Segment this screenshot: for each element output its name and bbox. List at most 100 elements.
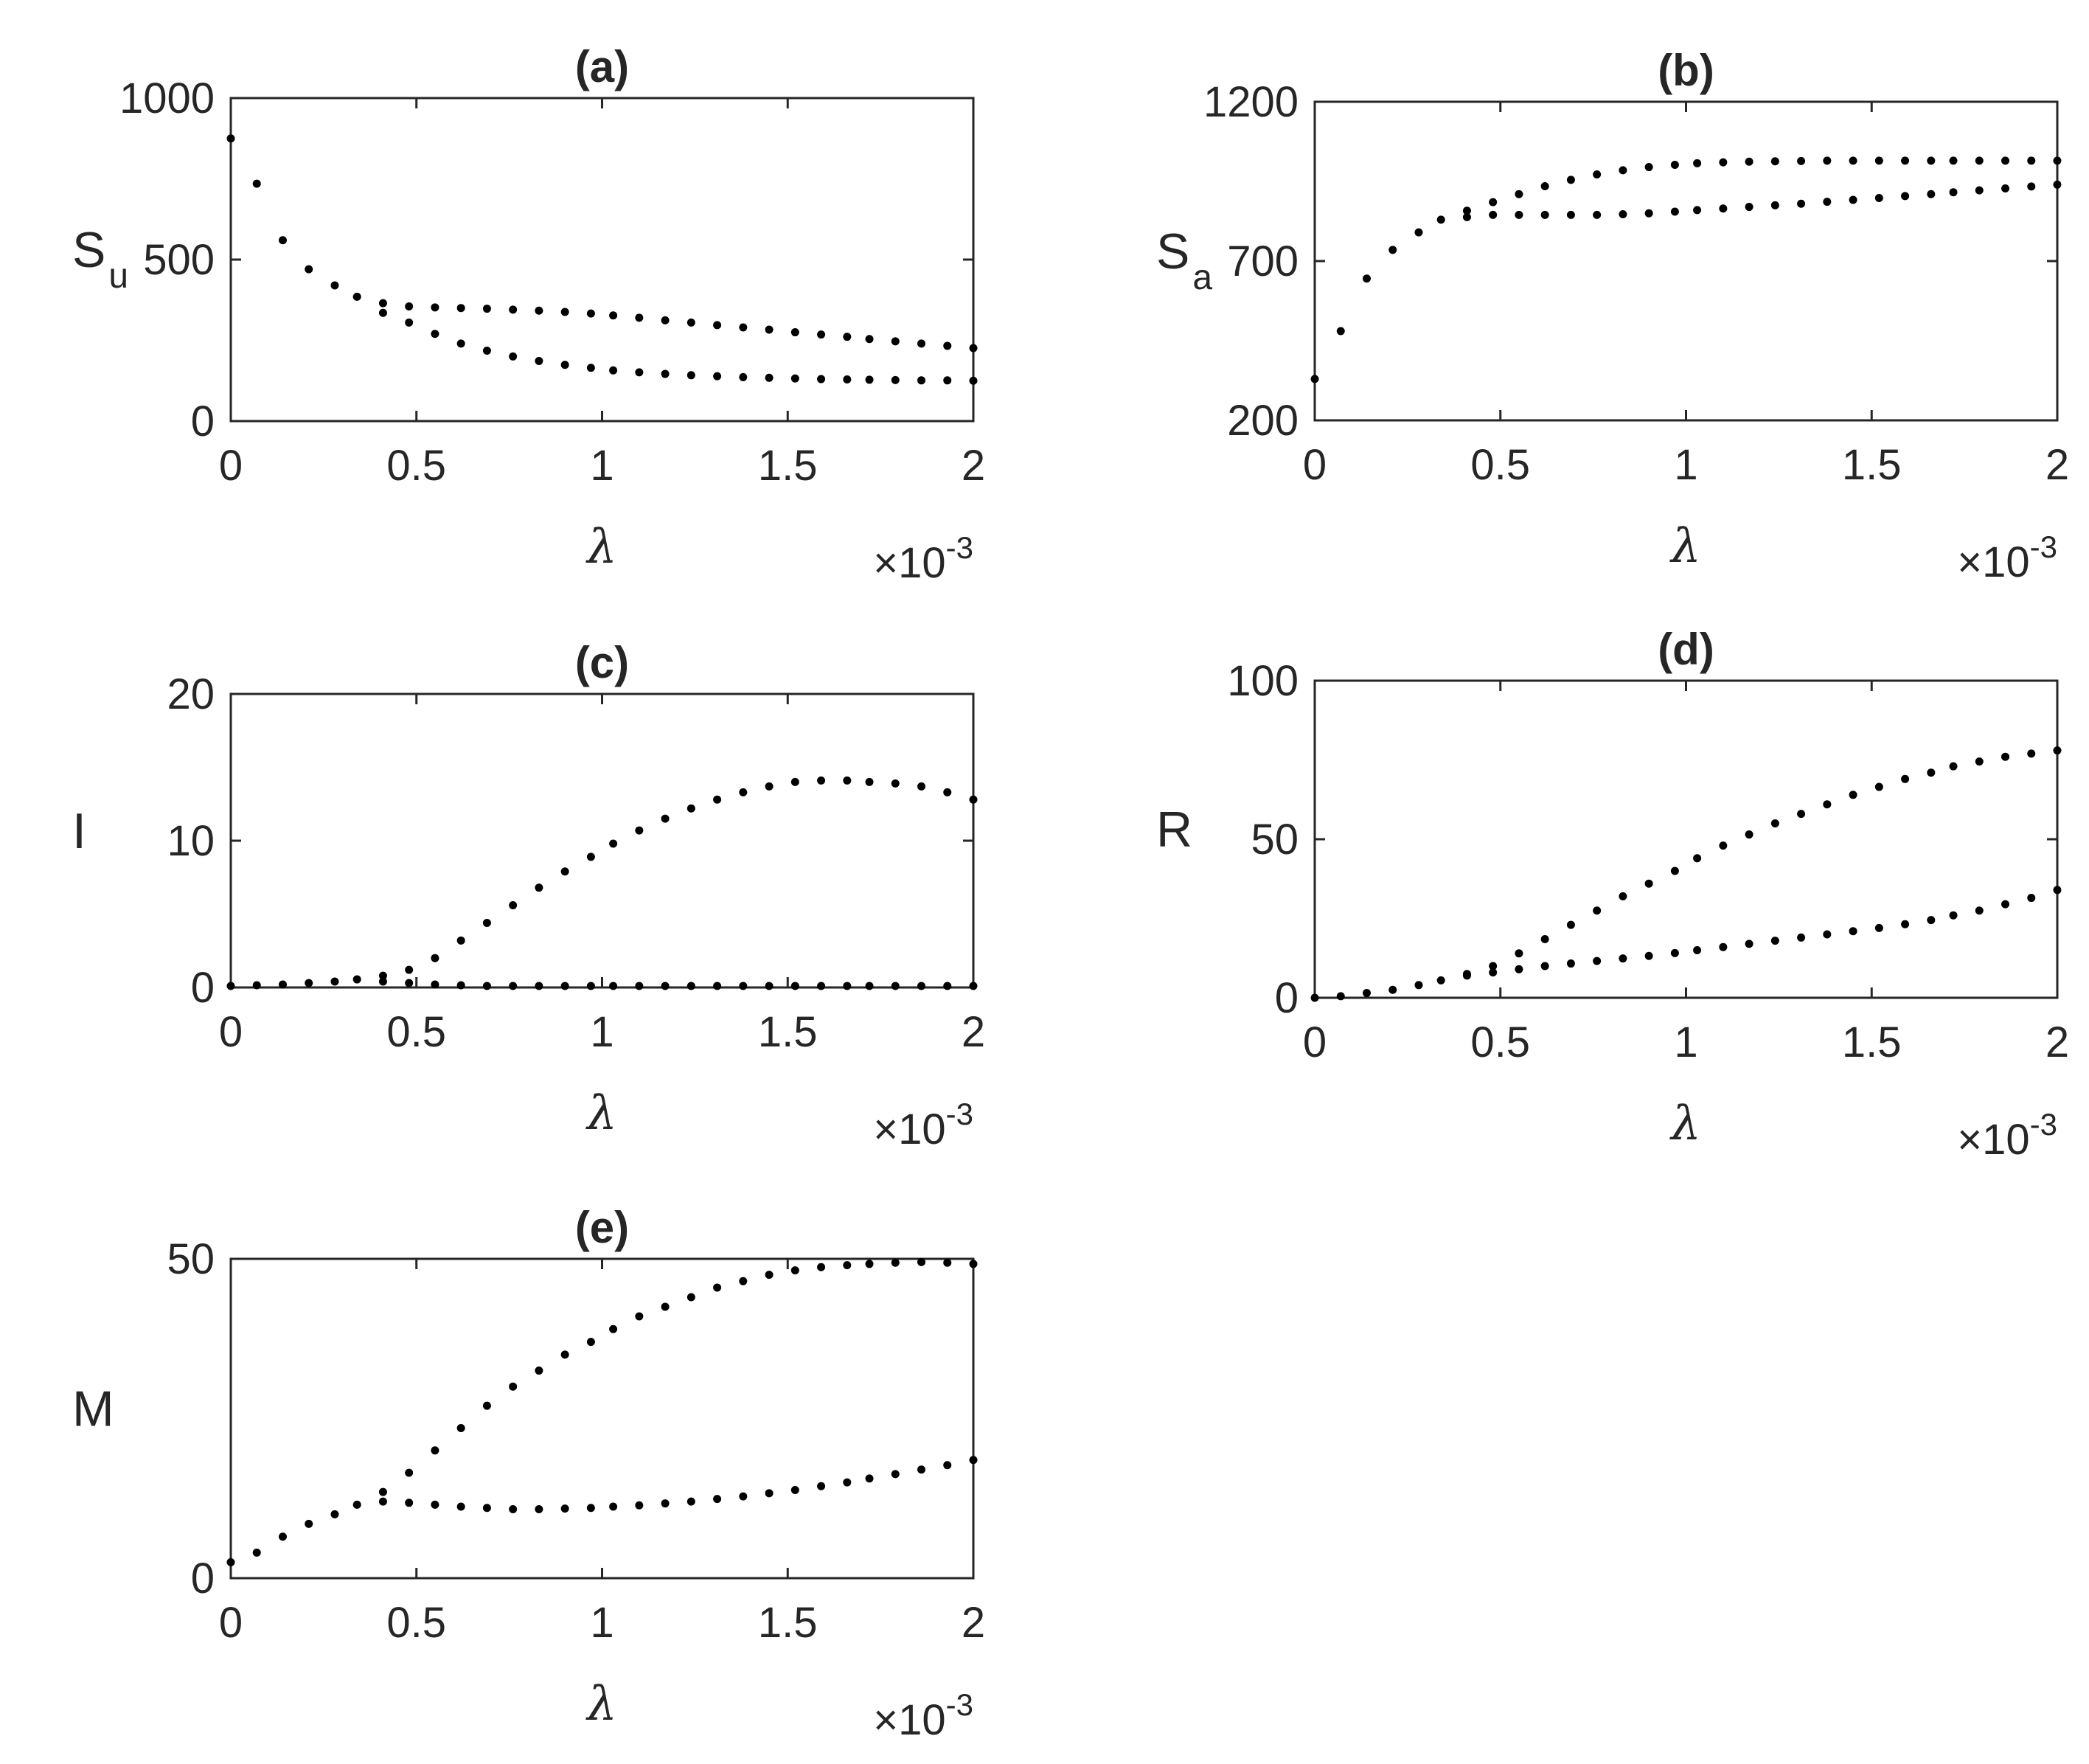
data-point-series-2 bbox=[509, 352, 518, 361]
data-point-series-1 bbox=[635, 1312, 644, 1321]
data-point-series-1 bbox=[535, 883, 543, 892]
data-point-series-1 bbox=[891, 779, 900, 788]
data-point-series-2 bbox=[687, 371, 695, 380]
data-point-series-2 bbox=[843, 375, 852, 383]
panel-4: (d) 0 0.5 1 1.5 2 0 50 100 Rλ ×10-3 bbox=[1156, 625, 2069, 1164]
y-tick-label: 50 bbox=[167, 1235, 215, 1283]
data-point-series-1 bbox=[1670, 161, 1679, 170]
data-point-series-2 bbox=[790, 982, 799, 990]
data-point-series-2 bbox=[405, 979, 414, 987]
data-point-series-1 bbox=[1489, 198, 1498, 206]
data-point-series-1 bbox=[330, 1510, 339, 1518]
data-point-series-1 bbox=[843, 1261, 852, 1270]
x-tick-label: 0.5 bbox=[386, 1599, 446, 1647]
data-point-series-2 bbox=[535, 357, 543, 366]
x-tick-label: 1.5 bbox=[758, 1599, 818, 1647]
data-point-series-2 bbox=[687, 1497, 695, 1506]
data-point-series-1 bbox=[405, 302, 414, 311]
data-point-series-1 bbox=[943, 1258, 952, 1267]
data-point-series-1 bbox=[226, 134, 235, 143]
x-tick-label: 1 bbox=[1674, 441, 1697, 489]
axes-frame bbox=[229, 97, 975, 423]
data-point-series-1 bbox=[1310, 375, 1319, 383]
data-point-series-1 bbox=[405, 1468, 414, 1477]
data-point-series-1 bbox=[687, 1293, 695, 1302]
x-exponent-label: ×10-3 bbox=[873, 1097, 973, 1153]
data-point-series-2 bbox=[1901, 192, 1910, 201]
data-point-series-2 bbox=[1949, 188, 1958, 197]
axes-frame bbox=[229, 1257, 975, 1580]
data-point-series-1 bbox=[765, 1271, 774, 1279]
data-point-series-2 bbox=[917, 982, 926, 990]
data-point-series-2 bbox=[817, 982, 826, 990]
data-point-series-2 bbox=[609, 982, 618, 990]
x-tick-label: 2 bbox=[962, 1008, 985, 1056]
data-point-series-1 bbox=[509, 901, 518, 910]
data-point-series-2 bbox=[405, 318, 414, 327]
data-point-series-2 bbox=[1901, 920, 1910, 928]
y-axis-label-subscript: a bbox=[1192, 258, 1212, 297]
data-point-series-2 bbox=[405, 1499, 414, 1507]
data-point-series-2 bbox=[1540, 210, 1549, 219]
x-exponent-label: ×10-3 bbox=[873, 1687, 973, 1744]
data-point-series-2 bbox=[1745, 203, 1753, 212]
data-point-series-1 bbox=[1414, 228, 1423, 237]
data-point-series-1 bbox=[1644, 879, 1653, 888]
data-point-series-1 bbox=[586, 1338, 595, 1347]
data-point-series-1 bbox=[739, 323, 748, 332]
data-point-series-1 bbox=[305, 979, 313, 987]
data-point-series-1 bbox=[1874, 156, 1883, 165]
data-point-series-2 bbox=[431, 1500, 439, 1509]
data-point-series-1 bbox=[1949, 762, 1958, 771]
data-point-series-1 bbox=[790, 1266, 799, 1275]
data-point-series-2 bbox=[1462, 212, 1471, 221]
x-tick-label: 0 bbox=[1303, 441, 1327, 489]
data-point-series-2 bbox=[378, 977, 387, 986]
y-tick-label: 700 bbox=[1227, 237, 1299, 285]
data-point-series-2 bbox=[843, 1478, 852, 1487]
data-point-series-1 bbox=[252, 1548, 261, 1557]
data-point-series-1 bbox=[560, 867, 569, 876]
data-point-series-1 bbox=[969, 795, 978, 804]
data-point-series-2 bbox=[1515, 210, 1523, 219]
x-tick-label: 2 bbox=[2045, 441, 2069, 489]
data-point-series-1 bbox=[278, 1532, 287, 1541]
data-point-series-1 bbox=[378, 971, 387, 980]
data-point-series-2 bbox=[1927, 916, 1936, 925]
data-point-series-1 bbox=[378, 299, 387, 308]
data-point-series-2 bbox=[713, 1495, 722, 1504]
y-tick-label: 0 bbox=[191, 964, 215, 1012]
y-tick-label: 0 bbox=[1275, 974, 1299, 1022]
x-exponent-power: -3 bbox=[2030, 1107, 2057, 1142]
panel-title: (e) bbox=[575, 1203, 629, 1252]
data-point-series-2 bbox=[790, 374, 799, 383]
y-tick-label: 0 bbox=[191, 1555, 215, 1602]
data-point-series-1 bbox=[1310, 993, 1319, 1002]
data-point-series-1 bbox=[278, 980, 287, 989]
data-point-series-2 bbox=[456, 1502, 465, 1511]
data-point-series-1 bbox=[765, 782, 774, 791]
x-exponent-label: ×10-3 bbox=[1957, 529, 2057, 586]
data-point-series-1 bbox=[1515, 949, 1523, 958]
data-point-series-2 bbox=[635, 982, 644, 990]
y-axis-label-subscript: u bbox=[108, 257, 128, 296]
data-point-series-2 bbox=[586, 1504, 595, 1513]
x-tick-label: 2 bbox=[962, 1599, 985, 1647]
data-point-series-1 bbox=[635, 313, 644, 322]
x-tick-label: 1 bbox=[590, 1599, 614, 1647]
data-point-series-1 bbox=[456, 304, 465, 313]
data-point-series-2 bbox=[1797, 933, 1806, 942]
data-point-series-1 bbox=[917, 1257, 926, 1266]
x-exponent-power: -3 bbox=[946, 1687, 973, 1722]
data-point-series-2 bbox=[482, 982, 491, 990]
data-point-series-2 bbox=[1874, 923, 1883, 932]
data-point-series-1 bbox=[1462, 206, 1471, 215]
data-point-series-1 bbox=[1362, 274, 1371, 283]
data-point-series-1 bbox=[1489, 962, 1498, 970]
x-tick-label: 0 bbox=[1303, 1018, 1327, 1066]
data-point-series-1 bbox=[560, 308, 569, 316]
data-point-series-2 bbox=[609, 1502, 618, 1511]
data-point-series-1 bbox=[1849, 791, 1857, 799]
data-point-series-1 bbox=[252, 179, 261, 188]
data-point-series-1 bbox=[739, 788, 748, 796]
